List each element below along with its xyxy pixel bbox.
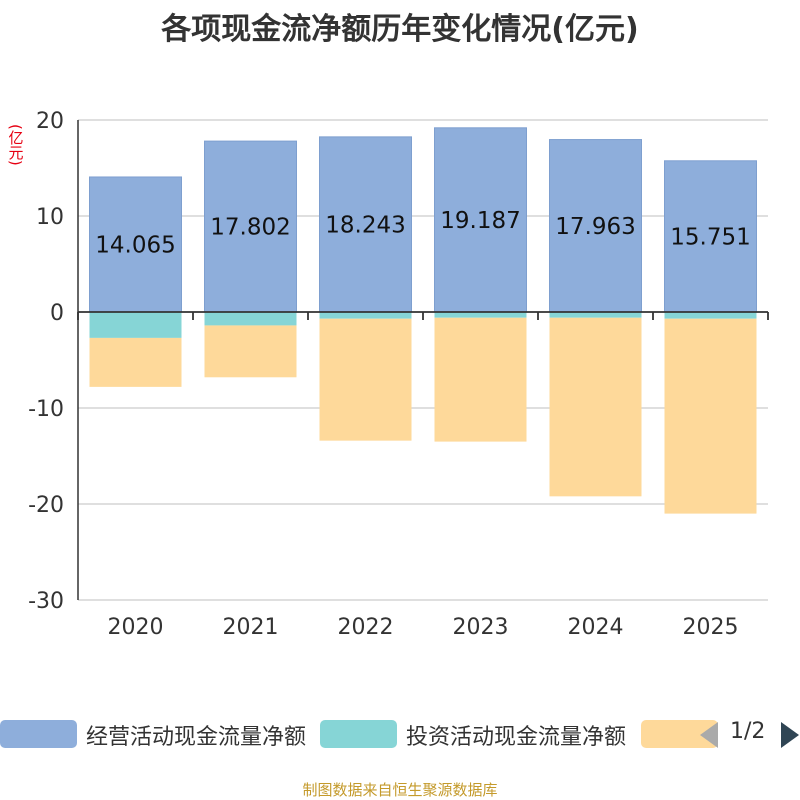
y-axis-unit-label: (亿元)	[6, 124, 25, 166]
y-tick-label: 10	[36, 205, 64, 230]
bar-financing-2022[interactable]	[319, 318, 412, 441]
bar-operating-2021[interactable]	[204, 140, 297, 313]
legend-swatch-operating	[0, 720, 77, 748]
triangle-left-icon[interactable]	[700, 722, 718, 748]
legend-swatch-investing	[320, 720, 397, 748]
x-tick-label: 2025	[683, 615, 739, 640]
legend-label-investing: 投资活动现金流量净额	[406, 725, 627, 750]
x-tick-label: 2024	[568, 615, 624, 640]
bar-operating-2020[interactable]	[89, 176, 182, 313]
data-label-2025: 15.751	[670, 224, 750, 250]
bar-investing-2023[interactable]	[434, 312, 527, 318]
triangle-right-icon[interactable]	[781, 722, 799, 748]
bar-financing-2021[interactable]	[204, 325, 297, 378]
bar-operating-2025[interactable]	[664, 160, 757, 313]
bar-investing-2021[interactable]	[204, 312, 297, 326]
x-tick-label: 2020	[108, 615, 164, 640]
x-tick-label: 2022	[338, 615, 394, 640]
data-label-2022: 18.243	[325, 212, 405, 238]
x-tick-label: 2021	[223, 615, 279, 640]
labels: 20 10 0 -10 -20 -30 14.065 2020 17.802 2021 18.243…	[28, 109, 751, 640]
y-tick-label: -10	[28, 397, 64, 422]
data-label-2024: 17.963	[555, 214, 635, 240]
legend: 经营活动现金流量净额 投资活动现金流量净额 1/2	[0, 714, 800, 754]
bar-financing-2024[interactable]	[549, 317, 642, 497]
bar-operating-2024[interactable]	[549, 139, 642, 313]
y-tick-label: -30	[28, 589, 64, 614]
bar-investing-2024[interactable]	[549, 312, 642, 318]
chart-plot: 20 10 0 -10 -20 -30 14.065 2020 17.802 2021 18.243…	[28, 109, 769, 640]
data-label-2020: 14.065	[95, 232, 175, 258]
bar-investing-2025[interactable]	[664, 312, 757, 319]
bar-financing-2020[interactable]	[89, 337, 182, 387]
grid-lines	[78, 119, 768, 601]
data-label-2023: 19.187	[440, 208, 520, 234]
bar-operating-2022[interactable]	[319, 136, 412, 313]
data-label-2021: 17.802	[210, 215, 290, 241]
source-note: 制图数据来自恒生聚源数据库	[302, 781, 498, 799]
legend-label-operating: 经营活动现金流量净额	[86, 725, 307, 750]
y-tick-label: -20	[28, 493, 64, 518]
x-tick-label: 2023	[453, 615, 509, 640]
y-tick-label: 0	[50, 301, 64, 326]
chart-title: 各项现金流净额历年变化情况(亿元)	[161, 12, 639, 47]
bar-financing-2025[interactable]	[664, 318, 757, 514]
legend-page-indicator: 1/2	[730, 719, 766, 744]
bars	[89, 127, 757, 514]
axes	[77, 120, 769, 600]
bar-investing-2022[interactable]	[319, 312, 412, 319]
bar-operating-2023[interactable]	[434, 127, 527, 313]
bar-investing-2020[interactable]	[89, 312, 182, 338]
bar-financing-2023[interactable]	[434, 317, 527, 442]
y-tick-label: 20	[36, 109, 64, 134]
